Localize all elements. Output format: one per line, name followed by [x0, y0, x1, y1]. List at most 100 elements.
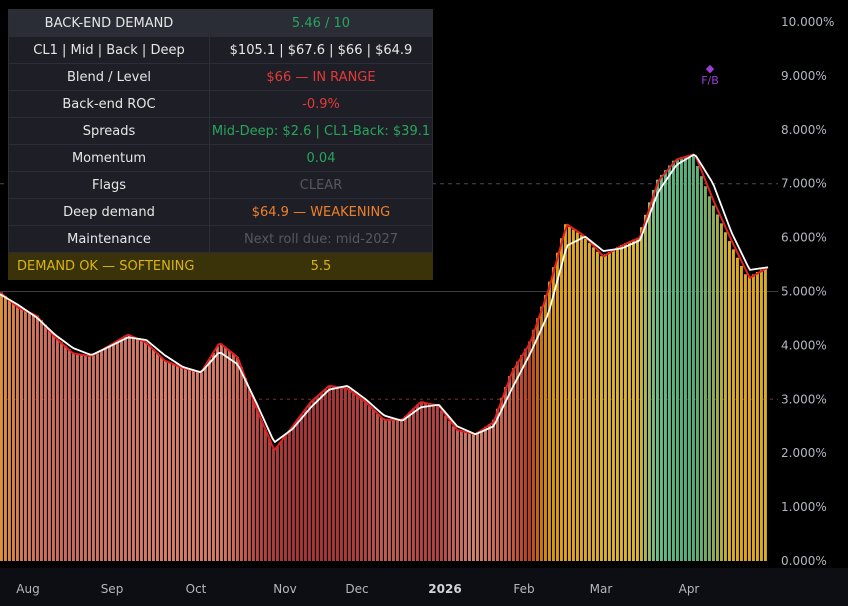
bar-series [0, 155, 767, 562]
bar [128, 334, 131, 561]
bar [24, 310, 27, 561]
line-series [0, 153, 769, 451]
bar [208, 359, 211, 561]
bar [548, 281, 551, 561]
stats-row: CL1 | Mid | Back | Deep $105.1 | $67.6 | … [8, 36, 433, 64]
bar [8, 299, 11, 561]
bar [392, 419, 395, 561]
x-axis: Aug Sep Oct Nov Dec 2026 Feb Mar Apr [0, 568, 848, 606]
bar [748, 276, 751, 561]
stats-label: Spreads [8, 117, 210, 145]
stats-label: Flags [8, 171, 210, 199]
bar [592, 247, 595, 561]
bar [212, 352, 215, 561]
bar [476, 432, 479, 561]
bar [352, 393, 355, 561]
bar [184, 368, 187, 561]
bar [556, 252, 559, 561]
bar [708, 196, 711, 561]
bar [456, 430, 459, 561]
bar [584, 238, 587, 562]
bar [468, 433, 471, 561]
bar [536, 318, 539, 561]
stats-label: Momentum [8, 144, 210, 172]
bar [64, 345, 67, 561]
bar [124, 336, 127, 561]
stats-row: Spreads Mid-Deep: $2.6 | CL1-Back: $39.1 [8, 117, 433, 145]
bar [724, 232, 727, 561]
y-tick-label: 5.000% [781, 285, 827, 299]
bar [516, 361, 519, 561]
bar [328, 385, 331, 561]
bar [220, 344, 223, 561]
y-tick-label: 0.000% [781, 554, 827, 568]
bar [720, 223, 723, 562]
x-tick-label: Apr [679, 582, 700, 596]
bar [108, 346, 111, 561]
x-tick-label: Feb [513, 582, 534, 596]
bar [380, 417, 383, 561]
bar [676, 158, 679, 561]
bar [132, 336, 135, 561]
stats-label: Back-end ROC [8, 90, 210, 118]
bar [16, 305, 19, 561]
stats-footer-row: DEMAND OK — SOFTENING 5.5 [8, 252, 433, 280]
stats-row: Back-end ROC -0.9% [8, 90, 433, 118]
stats-label: CL1 | Mid | Back | Deep [8, 36, 210, 64]
stats-value: Mid-Deep: $2.6 | CL1-Back: $39.1 [209, 117, 433, 145]
bar [504, 386, 507, 561]
stats-label: Blend / Level [8, 63, 210, 91]
bar [296, 419, 299, 561]
bar [660, 174, 663, 561]
bar [100, 350, 103, 561]
bar [616, 247, 619, 561]
bar [320, 392, 323, 561]
bar [624, 243, 627, 562]
bar [36, 315, 39, 561]
bar [344, 388, 347, 561]
bar [704, 186, 707, 561]
bar [248, 389, 251, 561]
bar [188, 369, 191, 561]
y-axis: 0.000% 1.000% 2.000% 3.000% 4.000% 5.000% 6.00… [781, 15, 834, 568]
bar [304, 408, 307, 561]
y-tick-label: 8.000% [781, 123, 827, 137]
bar [732, 249, 735, 561]
bar [244, 377, 247, 561]
bar [76, 353, 79, 561]
bar [484, 426, 487, 561]
bar [280, 440, 283, 561]
stats-label: BACK-END DEMAND [8, 9, 210, 37]
bar [224, 347, 227, 561]
bar [564, 224, 567, 561]
bar [488, 424, 491, 561]
stats-value: CLEAR [209, 171, 433, 199]
bar [568, 226, 571, 562]
bar [88, 355, 91, 561]
bar [148, 345, 151, 561]
bar [500, 397, 503, 561]
bar [160, 356, 163, 561]
x-tick-label: Dec [345, 582, 368, 596]
stats-row: Momentum 0.04 [8, 144, 433, 172]
stats-label: DEMAND OK — SOFTENING [8, 252, 210, 280]
bar [316, 395, 319, 561]
stats-row: Flags CLEAR [8, 171, 433, 199]
stats-value: 5.5 [209, 252, 433, 280]
bar [324, 388, 327, 561]
bar [512, 368, 515, 561]
bar [408, 412, 411, 561]
bar [104, 348, 107, 561]
bar [640, 227, 643, 562]
x-axis-band [0, 568, 848, 606]
bar [196, 371, 199, 561]
bar [572, 229, 575, 561]
x-tick-label: Sep [101, 582, 124, 596]
bar [544, 294, 547, 561]
bar [420, 402, 423, 561]
y-tick-label: 2.000% [781, 446, 827, 460]
bar [460, 431, 463, 561]
bar [448, 421, 451, 561]
bar [368, 406, 371, 561]
bar [156, 352, 159, 561]
